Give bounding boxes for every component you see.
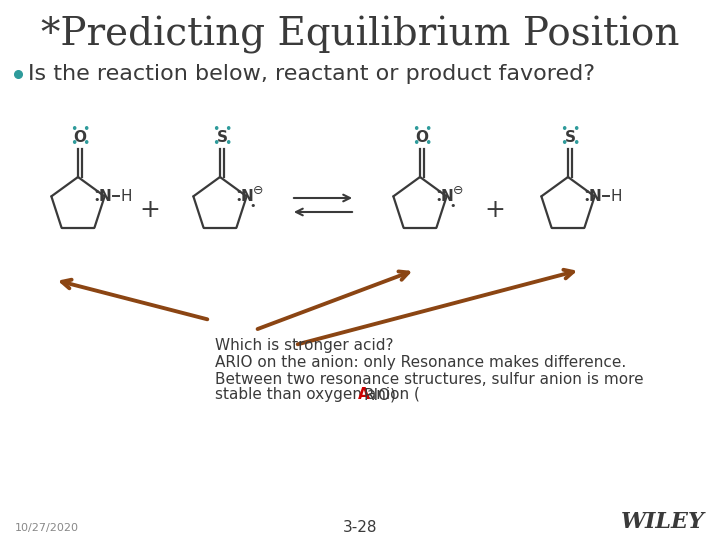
Text: N: N (440, 189, 453, 204)
Text: ⊖: ⊖ (253, 184, 263, 197)
Text: H: H (611, 189, 622, 204)
Text: •: • (572, 138, 580, 151)
Text: •: • (560, 124, 567, 137)
Text: 10/27/2020: 10/27/2020 (15, 523, 79, 533)
Text: N: N (240, 189, 253, 204)
Text: •: • (94, 187, 100, 197)
Text: WILEY: WILEY (621, 511, 705, 533)
Text: N: N (98, 189, 111, 204)
Text: •: • (424, 138, 432, 151)
Text: •: • (94, 195, 100, 205)
Text: RIO): RIO) (364, 387, 397, 402)
Text: •: • (436, 195, 442, 205)
Text: +: + (485, 198, 505, 222)
Text: •: • (413, 138, 420, 151)
Text: ⊖: ⊖ (452, 184, 463, 197)
Text: *Predicting Equilibrium Position: *Predicting Equilibrium Position (41, 16, 679, 54)
Text: •: • (212, 138, 220, 151)
Text: S: S (217, 130, 228, 145)
Text: •: • (249, 201, 256, 211)
Text: •: • (424, 124, 432, 137)
Text: •: • (71, 138, 78, 151)
Text: Is the reaction below, reactant or product favored?: Is the reaction below, reactant or produ… (28, 64, 595, 84)
Text: O: O (415, 130, 428, 145)
Text: stable than oxygen anion (: stable than oxygen anion ( (215, 387, 420, 402)
Text: •: • (82, 138, 90, 151)
Text: •: • (560, 138, 567, 151)
Text: O: O (73, 130, 86, 145)
Text: •: • (583, 187, 590, 197)
Text: •: • (82, 124, 90, 137)
Text: •: • (436, 187, 442, 197)
Text: •: • (235, 187, 242, 197)
Text: •: • (449, 201, 456, 211)
Text: +: + (140, 198, 161, 222)
Text: •: • (212, 124, 220, 137)
Text: N: N (588, 189, 601, 204)
Text: •: • (413, 124, 420, 137)
Text: •: • (583, 195, 590, 205)
Text: 3-28: 3-28 (343, 521, 377, 536)
Text: •: • (71, 124, 78, 137)
Text: A: A (358, 387, 370, 402)
Text: •: • (225, 138, 232, 151)
Text: Between two resonance structures, sulfur anion is more: Between two resonance structures, sulfur… (215, 372, 644, 387)
Text: •: • (572, 124, 580, 137)
Text: •: • (225, 124, 232, 137)
Text: Which is stronger acid?: Which is stronger acid? (215, 338, 394, 353)
Text: •: • (235, 195, 242, 205)
Text: H: H (121, 189, 132, 204)
Text: S: S (564, 130, 575, 145)
Text: ARIO on the anion: only Resonance makes difference.: ARIO on the anion: only Resonance makes … (215, 355, 626, 370)
